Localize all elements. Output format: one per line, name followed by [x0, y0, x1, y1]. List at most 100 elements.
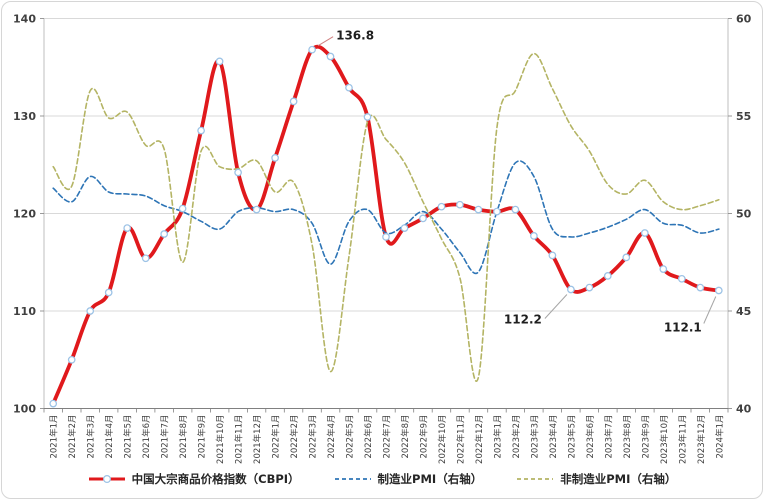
y-right-tick-label: 40	[736, 403, 752, 416]
data-point-marker	[86, 307, 95, 315]
x-tick-label: 2022年7月	[382, 415, 393, 459]
x-tick-label: 2023年5月	[566, 415, 577, 459]
legend-label-manufacturing-pmi: 制造业PMI（右轴）	[377, 472, 483, 486]
data-point-marker	[123, 224, 132, 232]
x-tick-label: 2021年7月	[160, 415, 171, 459]
series-line-0	[51, 44, 721, 406]
data-point-marker	[437, 202, 446, 211]
data-point-marker	[178, 204, 187, 213]
data-point-marker	[234, 168, 242, 177]
x-tick-label: 2023年12月	[696, 415, 707, 464]
data-point-marker	[104, 288, 113, 297]
x-tick-label: 2021年4月	[104, 415, 115, 459]
data-point-marker	[530, 232, 538, 240]
annotation-callout	[703, 296, 717, 324]
x-tick-label: 2022年2月	[289, 415, 300, 459]
annotation-label: 112.1	[664, 321, 702, 335]
data-point-marker	[382, 233, 390, 241]
y-left-tick-label: 140	[13, 13, 36, 26]
data-point-marker	[289, 97, 298, 106]
chart-legend: 中国大宗商品价格指数（CBPI） 制造业PMI（右轴） 非制造业PMI（右轴）	[0, 471, 764, 487]
x-tick-label: 2021年11月	[234, 415, 245, 464]
data-point-marker	[567, 285, 575, 294]
data-point-marker	[585, 283, 594, 292]
data-point-marker	[197, 126, 205, 135]
data-point-marker	[252, 205, 261, 214]
y-right-tick-label: 50	[736, 208, 752, 221]
data-point-marker	[603, 272, 612, 280]
data-point-marker	[622, 253, 631, 262]
x-tick-label: 2021年6月	[141, 415, 152, 459]
data-point-marker	[640, 229, 649, 237]
data-point-marker	[141, 254, 150, 263]
x-tick-label: 2023年6月	[585, 415, 596, 459]
x-tick-label: 2023年10月	[659, 415, 670, 464]
data-point-marker	[696, 283, 705, 292]
data-point-marker	[511, 205, 520, 214]
annotation-label: 136.8	[336, 29, 374, 43]
x-tick-label: 2022年8月	[400, 415, 411, 459]
x-tick-label: 2022年5月	[345, 415, 356, 459]
x-tick-label: 2022年11月	[455, 415, 466, 464]
data-point-marker	[363, 113, 372, 121]
data-point-marker	[345, 83, 353, 92]
x-tick-label: 2023年3月	[529, 415, 540, 459]
data-point-marker	[419, 214, 427, 223]
annotation-callout	[544, 294, 568, 319]
legend-sample-mfg-line	[334, 478, 371, 480]
data-point-marker	[215, 57, 224, 66]
x-tick-label: 2021年3月	[86, 415, 97, 459]
data-point-marker	[160, 230, 169, 238]
annotation-label: 112.2	[504, 313, 542, 327]
y-right-tick-label: 60	[736, 13, 752, 26]
legend-marker-circle-icon	[102, 474, 111, 484]
x-tick-label: 2022年1月	[271, 415, 282, 459]
x-tick-label: 2021年12月	[252, 415, 263, 464]
data-point-marker	[548, 251, 557, 260]
data-point-marker	[400, 224, 409, 232]
x-tick-label: 2021年2月	[67, 415, 78, 459]
data-point-marker	[67, 355, 76, 364]
data-point-marker	[714, 286, 723, 295]
y-left-tick-label: 130	[13, 110, 36, 123]
x-tick-label: 2022年9月	[419, 415, 430, 459]
x-tick-label: 2021年9月	[197, 415, 208, 459]
y-left-tick-label: 120	[13, 208, 36, 221]
legend-item-cbpi: 中国大宗商品价格指数（CBPI）	[88, 471, 300, 487]
y-left-tick-label: 100	[13, 403, 36, 416]
x-tick-label: 2023年2月	[511, 415, 522, 459]
y-left-tick-label: 110	[13, 305, 36, 318]
x-tick-label: 2022年6月	[363, 415, 374, 459]
series-line-2	[52, 52, 720, 382]
x-tick-label: 2022年12月	[474, 415, 485, 464]
data-point-marker	[677, 274, 686, 283]
legend-item-nonmanufacturing-pmi: 非制造业PMI（右轴）	[516, 471, 676, 487]
x-tick-label: 2023年1月	[492, 415, 503, 459]
x-tick-label: 2021年8月	[178, 415, 189, 459]
x-tick-label: 2023年9月	[640, 415, 651, 459]
x-tick-label: 2021年5月	[123, 415, 134, 459]
legend-label-nonmanufacturing-pmi: 非制造业PMI（右轴）	[560, 472, 677, 486]
data-point-marker	[49, 399, 58, 408]
x-tick-label: 2021年10月	[215, 415, 226, 464]
y-right-tick-label: 55	[736, 110, 751, 123]
legend-sample-nonmfg-line	[517, 478, 554, 480]
x-tick-label: 2024年1月	[714, 415, 725, 459]
data-point-marker	[493, 207, 501, 216]
legend-sample-cbpi-line	[88, 474, 125, 484]
y-right-tick-label: 45	[736, 305, 751, 318]
data-point-marker	[326, 52, 335, 61]
x-tick-label: 2023年4月	[548, 415, 559, 459]
data-point-marker	[474, 205, 483, 214]
x-tick-label: 2021年1月	[49, 415, 60, 459]
x-tick-label: 2023年8月	[622, 415, 633, 459]
x-tick-label: 2022年3月	[308, 415, 319, 459]
legend-label-cbpi: 中国大宗商品价格指数（CBPI）	[131, 472, 300, 486]
legend-item-manufacturing-pmi: 制造业PMI（右轴）	[334, 471, 483, 487]
data-point-marker	[271, 154, 279, 162]
data-point-marker	[308, 45, 316, 54]
data-point-marker	[659, 265, 668, 273]
x-tick-label: 2023年7月	[603, 415, 614, 459]
